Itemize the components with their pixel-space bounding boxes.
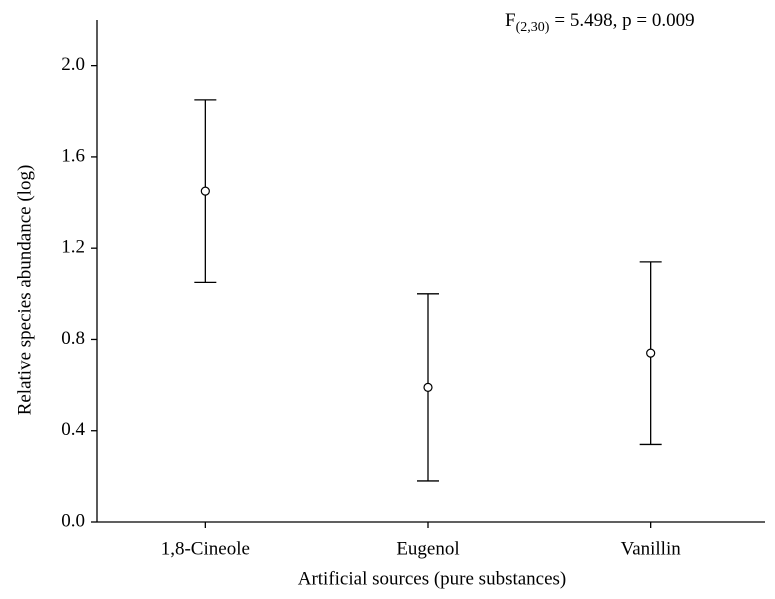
annotation-text: = 5.498, p = 0.009 — [554, 10, 694, 31]
mean-point — [423, 382, 433, 392]
y-tick-label: 1.6 — [61, 145, 85, 166]
annotation-stat: F — [505, 10, 516, 31]
x-tick-label: Vanillin — [621, 538, 682, 559]
x-tick-label: Eugenol — [396, 538, 459, 559]
y-tick-label: 2.0 — [61, 54, 85, 75]
y-axis-label: Relative species abundance (log) — [14, 165, 35, 416]
x-tick-label: 1,8-Cineole — [161, 538, 250, 559]
annotation-subscript: (2,30) — [516, 20, 550, 35]
y-tick-label: 1.2 — [61, 237, 85, 258]
y-tick-label: 0.8 — [61, 328, 85, 349]
mean-point — [200, 186, 210, 196]
annotation: F(2,30) = 5.498, p = 0.009 — [505, 10, 695, 35]
x-axis-label: Artificial sources (pure substances) — [298, 568, 567, 589]
y-tick-label: 0.4 — [61, 419, 85, 440]
y-tick-label: 0.0 — [61, 510, 85, 531]
mean-point — [646, 348, 656, 358]
